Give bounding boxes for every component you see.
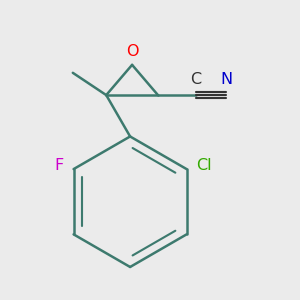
Text: F: F: [55, 158, 64, 173]
Text: O: O: [126, 44, 138, 59]
Text: C: C: [190, 72, 202, 87]
Text: N: N: [220, 72, 232, 87]
Text: Cl: Cl: [196, 158, 212, 173]
